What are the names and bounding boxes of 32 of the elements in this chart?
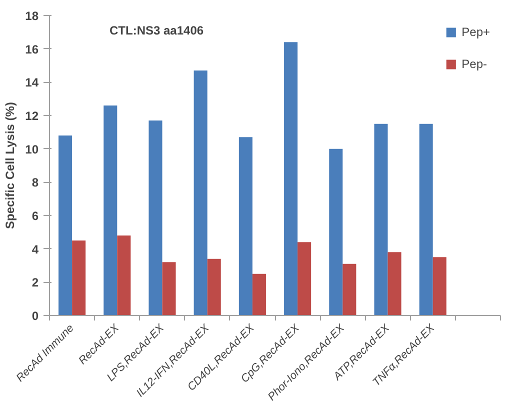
y-tick-label: 2 [32,276,39,290]
bar [432,257,446,316]
bar [104,106,118,316]
bar [388,252,402,316]
y-tick-label: 16 [25,42,39,56]
bar [58,136,72,316]
bar [329,148,343,316]
bar [342,264,356,316]
y-axis-title: Specific Cell Lysis (%) [3,102,18,229]
y-tick-label: 18 [25,9,39,23]
text: CTL:NS3 aa1406 [110,24,204,38]
legend-label: Pep+ [462,25,490,39]
bar [419,124,433,316]
bar [252,274,266,316]
bar [298,242,312,316]
bar [162,262,176,316]
y-tick-label: 12 [25,109,39,123]
bar [194,70,208,316]
bar [148,120,162,316]
bar [207,258,221,316]
y-tick-label: 6 [32,209,39,223]
y-tick-label: 14 [25,76,39,90]
bar [374,124,388,316]
y-tick-label: 8 [32,176,39,190]
bar [284,42,298,316]
bar [238,137,252,316]
y-tick-label: 10 [25,142,39,156]
legend-label: Pep- [462,57,487,71]
y-tick-label: 0 [32,309,39,323]
bar [72,240,86,316]
bar [117,236,131,316]
y-tick-label: 4 [32,242,39,256]
